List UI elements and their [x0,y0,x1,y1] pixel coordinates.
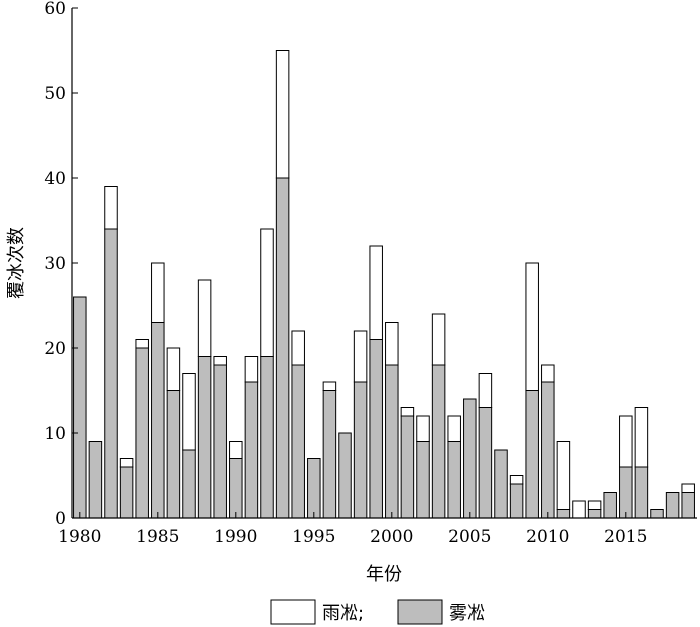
x-tick-label-1985: 1985 [136,527,179,547]
bar-glaze-1985 [151,262,165,323]
bar-rime-2010 [541,381,555,519]
bar-glaze-1983 [119,458,134,468]
bar-glaze-1993 [275,50,290,179]
bar-glaze-2000 [385,322,399,366]
bar-glaze-1987 [182,373,196,451]
y-tick-label-60: 60 [44,0,66,19]
y-axis-title: 覆冰次数 [6,227,27,299]
legend-swatch-glaze [270,599,316,625]
x-tick-label-2010: 2010 [526,527,569,547]
x-tick-label-1995: 1995 [292,527,335,547]
bar-glaze-2006 [478,373,493,408]
bar-glaze-2013 [587,500,602,510]
bar-glaze-1991 [244,356,259,383]
bar-glaze-2002 [416,415,430,442]
bar-rime-1992 [260,356,274,519]
bar-rime-2013 [587,509,602,519]
y-tick-label-0: 0 [55,509,66,529]
bar-rime-2004 [447,441,461,519]
bar-rime-2006 [478,407,493,519]
bar-glaze-1996 [322,381,337,391]
bar-rime-2005 [463,398,477,519]
bar-rime-2018 [665,492,680,519]
bar-rime-1985 [151,322,165,519]
bar-rime-1994 [291,364,305,519]
y-tick-label-50: 50 [44,84,66,104]
bar-rime-1998 [353,381,368,519]
bar-rime-1993 [275,177,290,519]
bar-rime-1984 [135,347,149,519]
bar-rime-2000 [385,364,399,519]
bar-glaze-1999 [369,245,383,340]
x-tick-label-1980: 1980 [58,527,101,547]
bar-glaze-1989 [213,356,227,366]
bar-glaze-2019 [681,483,695,493]
bar-glaze-2009 [525,262,539,391]
bar-glaze-1992 [260,228,274,357]
y-tick-label-20: 20 [44,339,66,359]
bar-rime-1990 [229,458,243,519]
bar-glaze-1984 [135,339,149,349]
y-tick-label-30: 30 [44,254,66,274]
bar-rime-1986 [166,390,181,519]
bar-glaze-2008 [509,475,524,485]
bar-rime-2007 [494,449,508,519]
bar-rime-2016 [634,466,649,519]
x-tick-label-2000: 2000 [370,527,413,547]
bar-rime-1997 [338,432,352,519]
bar-rime-1980 [73,296,87,519]
bar-rime-2017 [650,509,664,519]
bar-glaze-2011 [556,441,571,510]
bar-glaze-2010 [541,364,555,383]
legend: 雨凇; 雾凇 [270,599,485,625]
bar-rime-2003 [431,364,446,519]
legend-label-glaze: 雨凇; [322,603,364,624]
bar-glaze-2001 [400,407,415,417]
bar-rime-1981 [88,441,103,519]
x-tick-label-1990: 1990 [214,527,257,547]
bar-rime-1988 [197,356,212,519]
bar-glaze-1990 [229,441,243,459]
bar-glaze-1988 [197,279,212,357]
bar-rime-1991 [244,381,259,519]
bar-glaze-2004 [447,415,461,442]
bar-rime-2002 [416,441,430,519]
bar-rime-2009 [525,390,539,519]
bar-glaze-1994 [291,330,305,366]
bar-rime-2011 [556,509,571,519]
bar-glaze-2015 [619,415,633,468]
bar-glaze-1982 [104,186,118,230]
bar-glaze-1998 [353,330,368,383]
bars-layer [73,50,695,519]
bar-rime-2015 [619,466,633,519]
bar-rime-1987 [182,449,196,519]
bar-rime-1989 [213,364,227,519]
legend-swatch-rime [397,599,443,625]
bar-rime-1995 [307,458,321,519]
x-axis-title: 年份 [366,564,402,585]
x-tick-label-2015: 2015 [604,527,647,547]
legend-label-rime: 雾凇 [449,603,485,624]
bar-rime-1983 [119,466,134,519]
bar-rime-2019 [681,492,695,519]
bar-glaze-1986 [166,347,181,391]
y-tick-label-10: 10 [44,424,66,444]
bar-rime-2001 [400,415,415,519]
x-tick-label-2005: 2005 [448,527,491,547]
y-tick-label-40: 40 [44,169,66,189]
bar-glaze-2016 [634,407,649,468]
bar-rime-1982 [104,228,118,519]
bar-rime-2014 [603,492,617,519]
bar-rime-1999 [369,339,383,519]
bar-rime-1996 [322,390,337,519]
bar-glaze-2012 [572,500,586,519]
bar-rime-2008 [509,483,524,519]
bar-glaze-2003 [431,313,446,366]
axes-layer: 0 10 20 30 40 50 60 1980 1985 1990 1995 2000 2005 201… [44,0,697,547]
